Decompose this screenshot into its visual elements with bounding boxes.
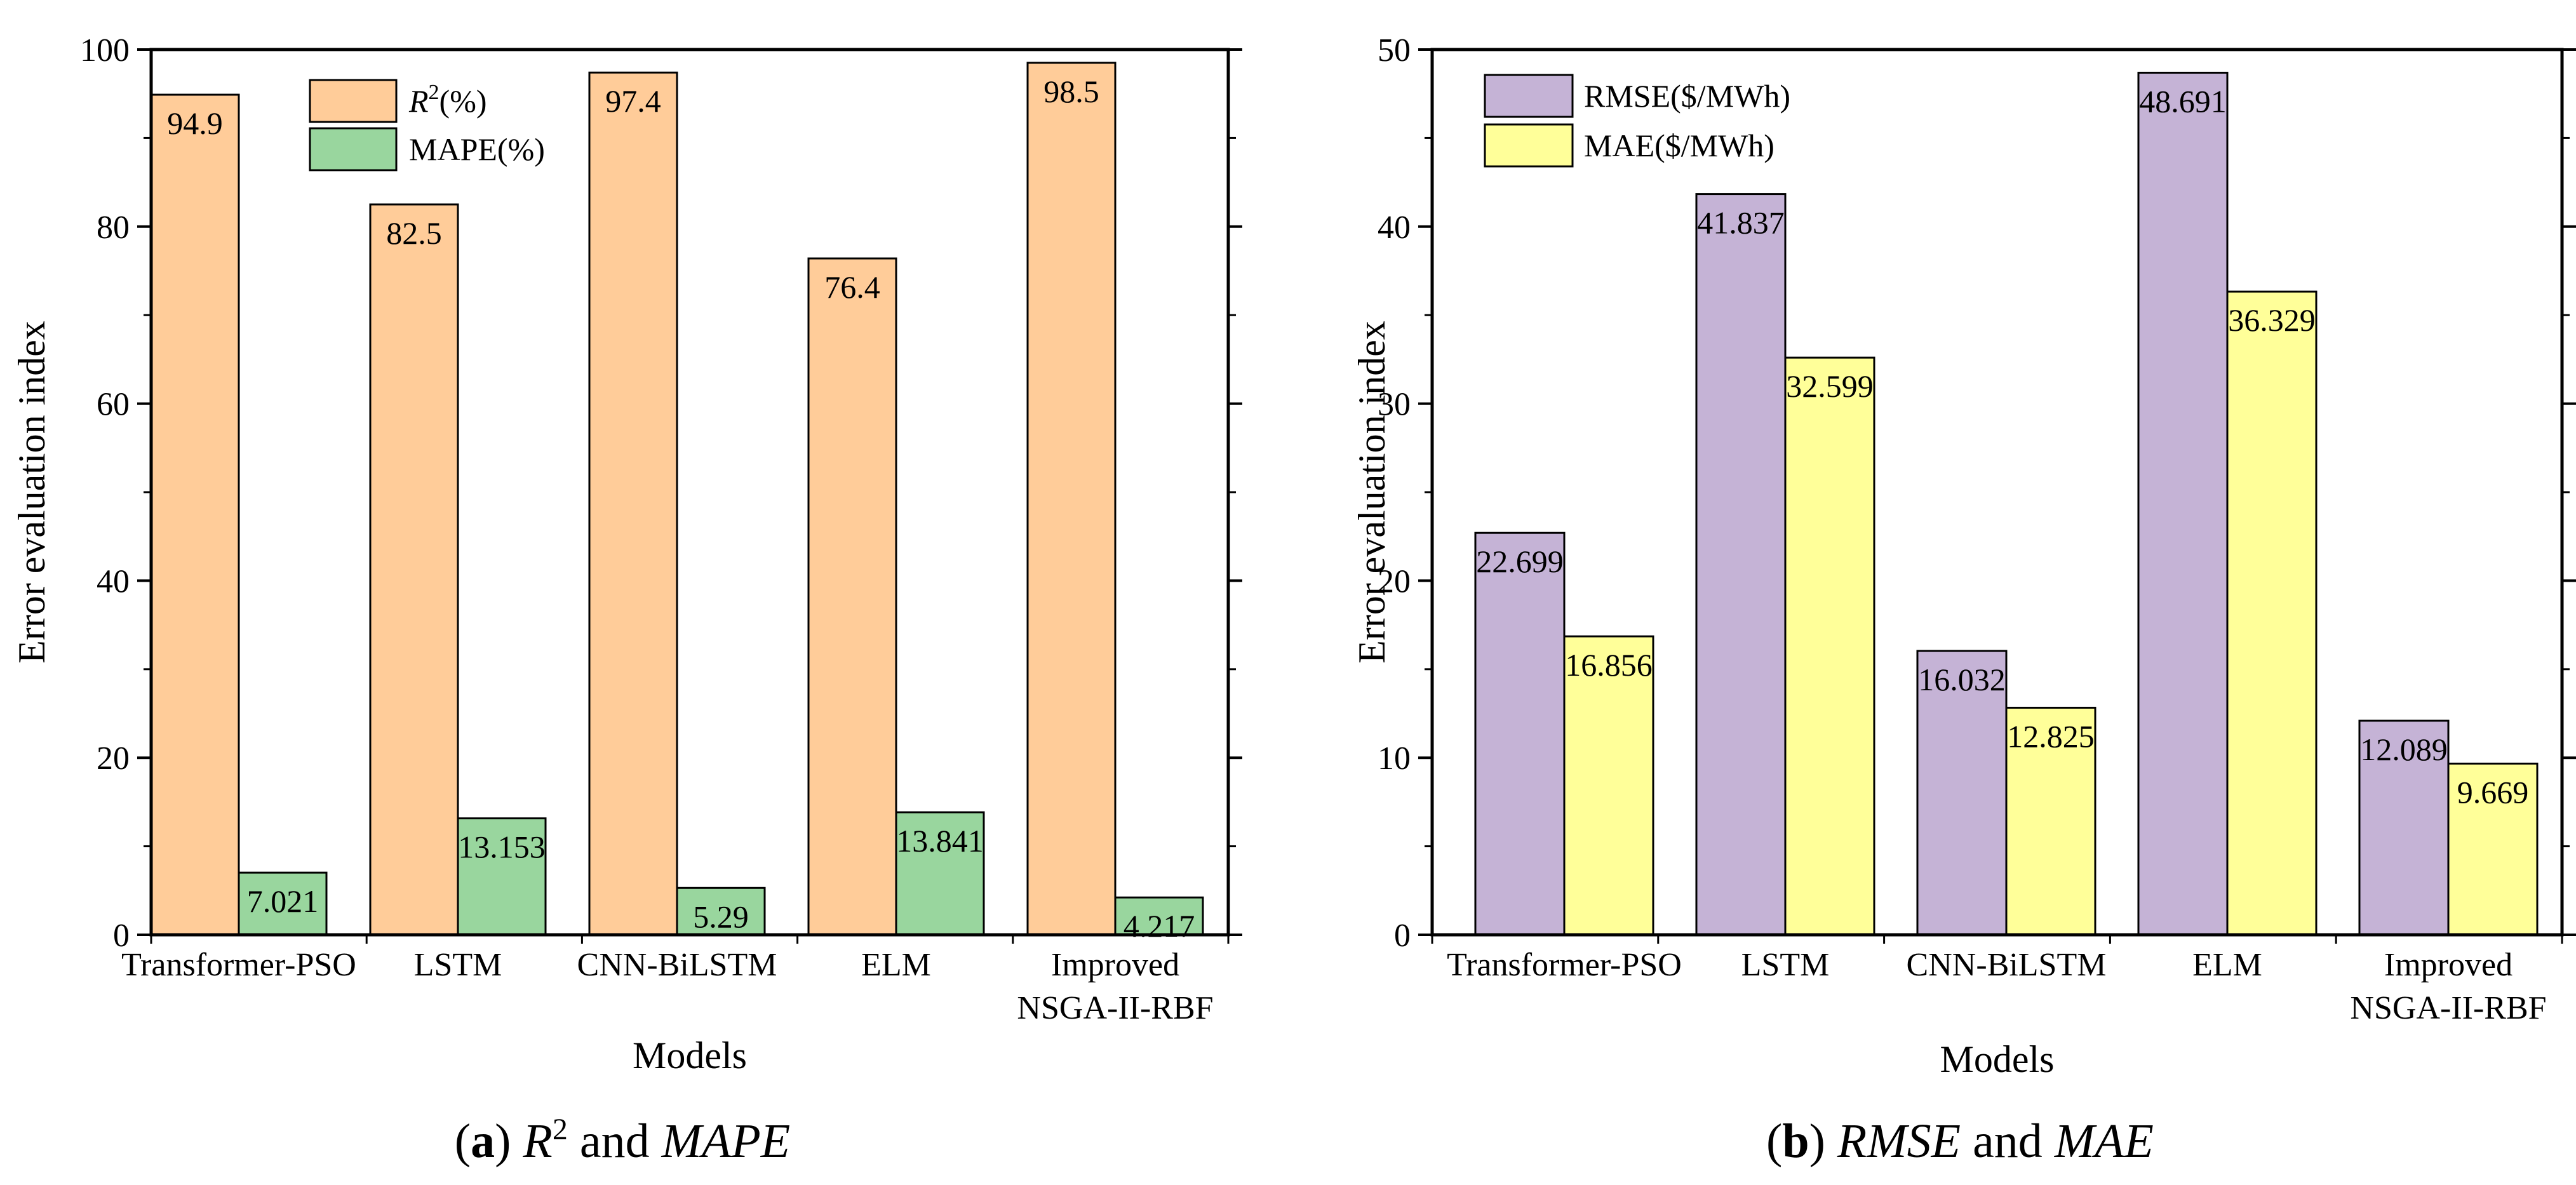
x-category-label: LSTM bbox=[414, 947, 502, 983]
bar-value-label: 12.825 bbox=[2007, 718, 2095, 754]
x-category-label: NSGA-II-RBF bbox=[2350, 990, 2546, 1026]
x-category-label: CNN-BiLSTM bbox=[577, 947, 777, 983]
legend-swatch bbox=[1484, 123, 1574, 168]
bar-value-label: 76.4 bbox=[824, 269, 880, 305]
bar-b-s1-3 bbox=[2226, 290, 2318, 936]
bar-value-label: 22.699 bbox=[1476, 544, 1564, 579]
bar-b-s1-1 bbox=[1784, 356, 1875, 936]
bar-value-label: 13.153 bbox=[458, 829, 546, 865]
bar-value-label: 13.841 bbox=[896, 823, 984, 859]
bar-a-s0-3 bbox=[807, 257, 897, 936]
y-tick-label: 20 bbox=[97, 740, 130, 777]
x-category-label: Improved bbox=[2384, 947, 2512, 983]
x-axis-title: Models bbox=[633, 1034, 747, 1076]
legend-label: R2(%) bbox=[408, 81, 487, 119]
bar-a-s0-1 bbox=[369, 203, 459, 936]
y-tick-label: 100 bbox=[80, 32, 130, 69]
bar-value-label: 32.599 bbox=[1786, 368, 1874, 404]
bar-b-s0-3 bbox=[2137, 71, 2229, 936]
plot-frame bbox=[149, 48, 1230, 937]
y-tick-label: 0 bbox=[1394, 918, 1411, 954]
bar-b-s0-2 bbox=[1916, 650, 2008, 936]
bar-value-label: 48.691 bbox=[2139, 83, 2227, 119]
bar-value-label: 7.021 bbox=[247, 883, 319, 919]
y-tick-label: 40 bbox=[97, 563, 130, 599]
x-category-label: Transformer-PSO bbox=[121, 947, 356, 983]
legend-label: RMSE($/MWh) bbox=[1584, 78, 1790, 114]
chart-panel-a: 0 20 40 60 80 100 94.9 7.021 Transformer-PSO 82.5… bbox=[11, 32, 1242, 1168]
y-tick-label: 50 bbox=[1378, 32, 1411, 69]
bar-value-label: 5.29 bbox=[693, 899, 749, 934]
y-tick-label: 60 bbox=[97, 387, 130, 423]
bar-value-label: 16.032 bbox=[1918, 662, 2006, 697]
bar-b-s1-0 bbox=[1563, 635, 1654, 936]
y-axis-title: Error evaluation index bbox=[1351, 321, 1393, 664]
bar-value-label: 82.5 bbox=[386, 215, 442, 251]
bar-a-s0-4 bbox=[1026, 62, 1117, 936]
bar-b-s0-1 bbox=[1695, 193, 1787, 936]
x-category-label: LSTM bbox=[1741, 947, 1830, 983]
bar-value-label: 12.089 bbox=[2360, 732, 2448, 767]
bar-a-s0-2 bbox=[588, 71, 678, 936]
bar-a-s0-0 bbox=[150, 93, 240, 936]
plot-frame bbox=[1430, 48, 2564, 937]
legend-label: MAE($/MWh) bbox=[1584, 128, 1774, 163]
bar-value-label: 4.217 bbox=[1124, 908, 1195, 944]
bar-value-label: 36.329 bbox=[2228, 302, 2316, 338]
chart-panel-b: 0 10 20 30 40 50 22.699 16.856 Transformer-PSO 41… bbox=[1351, 32, 2576, 1168]
bar-value-label: 94.9 bbox=[167, 105, 223, 141]
y-axis-title: Error evaluation index bbox=[11, 321, 53, 664]
bar-a-s1-3 bbox=[895, 811, 985, 936]
bar-value-label: 41.837 bbox=[1697, 205, 1785, 241]
y-tick-label: 10 bbox=[1378, 740, 1411, 777]
bar-b-s0-0 bbox=[1474, 532, 1566, 936]
legend-label: MAPE(%) bbox=[409, 131, 545, 167]
x-axis-title: Models bbox=[1940, 1038, 2055, 1080]
y-tick-label: 40 bbox=[1378, 210, 1411, 246]
bar-value-label: 9.669 bbox=[2457, 774, 2529, 810]
bar-value-label: 97.4 bbox=[605, 83, 661, 119]
x-category-label: ELM bbox=[2192, 947, 2262, 983]
x-category-label: ELM bbox=[861, 947, 931, 983]
legend-swatch bbox=[309, 79, 398, 123]
x-category-label: Transformer-PSO bbox=[1447, 947, 1682, 983]
bar-b-s0-4 bbox=[2358, 720, 2450, 936]
panel-caption: (b) RMSE and MAE bbox=[1766, 1115, 2154, 1168]
x-category-label: CNN-BiLSTM bbox=[1907, 947, 2107, 983]
y-tick-label: 20 bbox=[1378, 563, 1411, 599]
bar-a-s1-0 bbox=[238, 871, 328, 936]
legend-swatch bbox=[1484, 74, 1574, 118]
bar-b-s1-4 bbox=[2447, 762, 2539, 936]
y-tick-label: 0 bbox=[113, 918, 130, 954]
y-tick-label: 30 bbox=[1378, 387, 1411, 423]
y-tick-label: 80 bbox=[97, 210, 130, 246]
x-category-label: Improved bbox=[1051, 947, 1179, 983]
bar-value-label: 98.5 bbox=[1043, 74, 1099, 109]
bar-value-label: 16.856 bbox=[1565, 647, 1653, 683]
panel-caption: (a) R2 and MAPE bbox=[455, 1113, 790, 1168]
x-category-label: NSGA-II-RBF bbox=[1017, 990, 1213, 1026]
legend-swatch bbox=[309, 127, 398, 171]
